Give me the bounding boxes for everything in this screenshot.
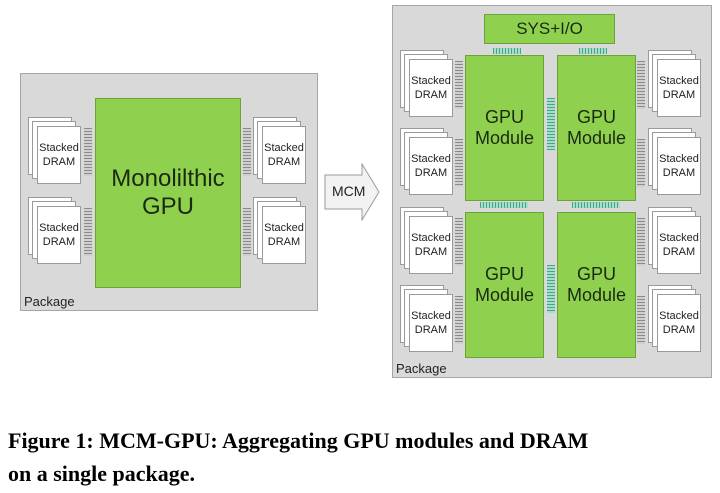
dram-label-line2: DRAM <box>414 167 448 179</box>
dram-die: Stacked DRAM <box>657 294 701 352</box>
dram-label-line2: DRAM <box>662 167 696 179</box>
gpu-label-line1: Monolilthic <box>111 165 225 193</box>
dram-link <box>455 218 463 266</box>
dram-label-line2: DRAM <box>267 156 301 168</box>
dram-die: Stacked DRAM <box>37 126 81 184</box>
dram-link <box>637 61 645 109</box>
dram-die: Stacked DRAM <box>409 294 453 352</box>
dram-link <box>243 208 251 256</box>
dram-link <box>84 128 92 176</box>
stacked-dram: Stacked DRAM <box>400 50 455 120</box>
sysio-link-left <box>493 48 521 54</box>
gpu-label-line2: GPU <box>141 193 194 220</box>
dram-link <box>455 61 463 109</box>
stacked-dram: Stacked DRAM <box>648 285 703 355</box>
dram-label-line1: Stacked <box>659 309 699 322</box>
dram-link <box>243 128 251 176</box>
dram-label-line1: Stacked <box>39 221 79 234</box>
module-link-bottom <box>547 265 555 313</box>
dram-label-line2: DRAM <box>267 236 301 248</box>
dram-label-line1: Stacked <box>411 74 451 87</box>
dram-label-line2: DRAM <box>42 236 76 248</box>
gpu-module: GPU Module <box>465 55 544 201</box>
dram-die: Stacked DRAM <box>409 216 453 274</box>
mcm-arrow-label: MCM <box>332 183 366 199</box>
dram-label-line2: DRAM <box>414 89 448 101</box>
module-label-line1: GPU <box>484 107 524 128</box>
dram-die: Stacked DRAM <box>657 216 701 274</box>
dram-label-line2: DRAM <box>414 246 448 258</box>
figure-caption-line1: Figure 1: MCM-GPU: Aggregating GPU modul… <box>8 428 589 453</box>
dram-link <box>455 296 463 344</box>
stacked-dram: Stacked DRAM <box>648 128 703 198</box>
module-link-bottom-right <box>572 202 620 208</box>
stacked-dram: Stacked DRAM <box>400 285 455 355</box>
dram-label-line2: DRAM <box>42 156 76 168</box>
dram-label-line1: Stacked <box>659 231 699 244</box>
module-label-line1: GPU <box>576 264 616 285</box>
dram-link <box>637 139 645 187</box>
stacked-dram: Stacked DRAM <box>648 207 703 277</box>
mcm-arrow <box>324 163 380 221</box>
stacked-dram: Stacked DRAM <box>28 197 83 267</box>
dram-label-line1: Stacked <box>411 231 451 244</box>
dram-label-line1: Stacked <box>264 221 304 234</box>
stacked-dram: Stacked DRAM <box>253 117 308 187</box>
dram-die: Stacked DRAM <box>37 206 81 264</box>
dram-label-line1: Stacked <box>411 309 451 322</box>
stacked-dram: Stacked DRAM <box>253 197 308 267</box>
dram-label-line1: Stacked <box>659 74 699 87</box>
dram-die: Stacked DRAM <box>657 59 701 117</box>
package-label: Package <box>24 294 75 309</box>
dram-label-line1: Stacked <box>659 152 699 165</box>
stacked-dram: Stacked DRAM <box>400 128 455 198</box>
dram-die: Stacked DRAM <box>409 137 453 195</box>
sys-io-die: SYS+I/O <box>484 14 615 44</box>
stacked-dram: Stacked DRAM <box>648 50 703 120</box>
dram-label-line2: DRAM <box>662 246 696 258</box>
stacked-dram: Stacked DRAM <box>400 207 455 277</box>
dram-label-line2: DRAM <box>414 324 448 336</box>
module-link-top <box>547 98 555 150</box>
package-label: Package <box>396 361 447 376</box>
module-label-line1: GPU <box>484 264 524 285</box>
sysio-link-right <box>579 48 607 54</box>
dram-label-line1: Stacked <box>411 152 451 165</box>
module-label-line2: Module <box>474 285 535 305</box>
dram-link <box>637 296 645 344</box>
dram-label-line2: DRAM <box>662 324 696 336</box>
dram-die: Stacked DRAM <box>657 137 701 195</box>
gpu-module: GPU Module <box>557 55 636 201</box>
dram-label-line1: Stacked <box>39 141 79 154</box>
dram-label-line1: Stacked <box>264 141 304 154</box>
figure-caption-line2: on a single package. <box>8 461 196 486</box>
dram-die: Stacked DRAM <box>262 206 306 264</box>
module-label-line2: Module <box>566 128 627 148</box>
module-label-line2: Module <box>566 285 627 305</box>
module-label-line2: Module <box>474 128 535 148</box>
dram-die: Stacked DRAM <box>262 126 306 184</box>
module-label-line1: GPU <box>576 107 616 128</box>
gpu-module: GPU Module <box>557 212 636 358</box>
module-link-bottom-left <box>480 202 528 208</box>
dram-die: Stacked DRAM <box>409 59 453 117</box>
dram-link <box>637 218 645 266</box>
gpu-module: GPU Module <box>465 212 544 358</box>
monolithic-gpu: Monolilthic GPU <box>95 98 241 288</box>
dram-link <box>455 139 463 187</box>
sys-io-label: SYS+I/O <box>516 19 583 39</box>
dram-link <box>84 208 92 256</box>
dram-label-line2: DRAM <box>662 89 696 101</box>
stacked-dram: Stacked DRAM <box>28 117 83 187</box>
